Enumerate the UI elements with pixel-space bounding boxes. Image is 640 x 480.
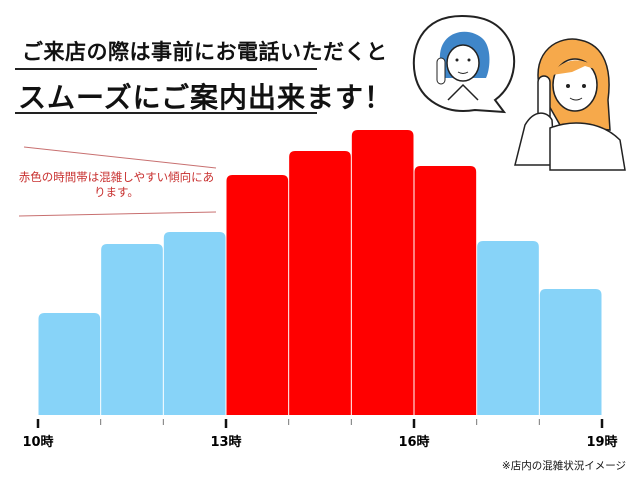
bar-11-12 bbox=[101, 244, 163, 415]
bar-14-15 bbox=[289, 151, 351, 415]
bar-17-18 bbox=[477, 241, 539, 415]
bar-12-13 bbox=[163, 232, 226, 415]
staff-on-phone-icon bbox=[412, 14, 516, 114]
annotation-line-bottom bbox=[18, 211, 217, 217]
bar-13-14 bbox=[226, 175, 289, 415]
bar-10-11 bbox=[38, 313, 101, 415]
busy-hours-annotation: 赤色の時間帯は混雑しやすい傾向にあります。 bbox=[18, 170, 215, 199]
headline-rule-1 bbox=[15, 68, 317, 70]
bar-16-17 bbox=[414, 166, 477, 415]
chart-caption: ※店内の混雑状況イメージ bbox=[501, 460, 626, 472]
customer-on-phone-icon bbox=[514, 38, 626, 171]
x-tick-label: 10時 bbox=[22, 434, 53, 450]
headline-line-1: ご来店の際は事前にお電話いただくと bbox=[22, 40, 388, 64]
x-tick-label: 13時 bbox=[210, 434, 241, 450]
x-tick-label: 16時 bbox=[398, 434, 429, 450]
bar-15-16 bbox=[351, 130, 414, 415]
headline-line-2: スムーズにご案内出来ます！ bbox=[18, 81, 394, 114]
headline-rule-2 bbox=[15, 112, 317, 114]
bar-18-19 bbox=[539, 289, 602, 415]
annotation-line-top bbox=[23, 146, 217, 169]
x-tick-label: 19時 bbox=[586, 434, 617, 450]
